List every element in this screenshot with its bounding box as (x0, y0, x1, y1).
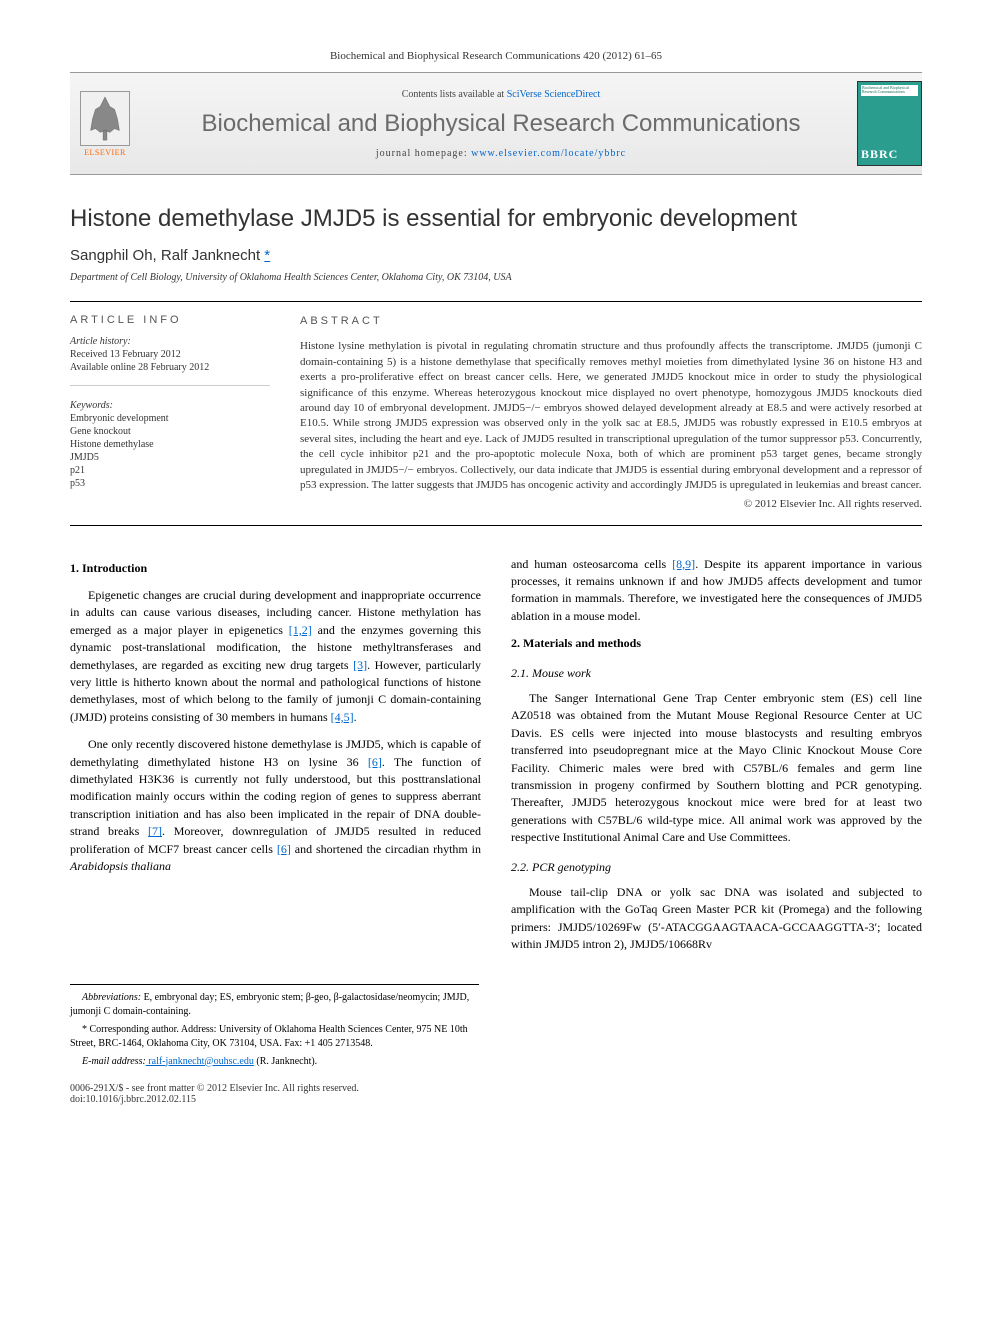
abstract: ABSTRACT Histone lysine methylation is p… (300, 314, 922, 513)
abstract-copyright: © 2012 Elsevier Inc. All rights reserved… (300, 497, 922, 512)
ref-7[interactable]: [7] (148, 824, 162, 838)
email-link[interactable]: ralf-janknecht@ouhsc.edu (146, 1056, 254, 1067)
page-footer: 0006-291X/$ - see front matter © 2012 El… (70, 1083, 922, 1105)
abbrev-footnote: Abbreviations: E, embryonal day; ES, emb… (70, 991, 479, 1019)
keyword-5: p53 (70, 478, 270, 489)
intro-para-1: Epigenetic changes are crucial during de… (70, 587, 481, 726)
elsevier-logo: ELSEVIER (70, 84, 140, 164)
mouse-para: The Sanger International Gene Trap Cente… (511, 690, 922, 847)
species-name: Arabidopsis thaliana (70, 859, 171, 873)
corr-label: * Corresponding author. (82, 1024, 179, 1035)
article-info: ARTICLE INFO Article history: Received 1… (70, 314, 270, 513)
cover-title: Biochemical and Biophysical Research Com… (861, 85, 918, 96)
author-names: Sangphil Oh, Ralf Janknecht (70, 247, 260, 264)
contents-prefix: Contents lists available at (402, 89, 507, 100)
ref-4-5[interactable]: [4,5] (331, 710, 354, 724)
running-header: Biochemical and Biophysical Research Com… (70, 50, 922, 62)
homepage-link[interactable]: www.elsevier.com/locate/ybbrc (471, 148, 626, 159)
ref-6[interactable]: [6] (368, 755, 382, 769)
keyword-4: p21 (70, 465, 270, 476)
history-block: Article history: Received 13 February 20… (70, 336, 270, 386)
keyword-2: Histone demethylase (70, 439, 270, 450)
body-columns: 1. Introduction Epigenetic changes are c… (70, 556, 922, 964)
ref-3[interactable]: [3] (353, 658, 367, 672)
received-line: Received 13 February 2012 (70, 349, 270, 360)
info-abstract-row: ARTICLE INFO Article history: Received 1… (70, 301, 922, 526)
abstract-heading: ABSTRACT (300, 314, 922, 329)
intro-para-3: and human osteosarcoma cells [8,9]. Desp… (511, 556, 922, 626)
keywords-block: Keywords: Embryonic development Gene kno… (70, 400, 270, 489)
corresponding-marker[interactable]: * (264, 247, 270, 264)
homepage-line: journal homepage: www.elsevier.com/locat… (155, 148, 847, 159)
footnotes: Abbreviations: E, embryonal day; ES, emb… (70, 984, 479, 1069)
keyword-1: Gene knockout (70, 426, 270, 437)
sciencedirect-link[interactable]: SciVerse ScienceDirect (507, 89, 601, 100)
pcr-heading: 2.2. PCR genotyping (511, 859, 922, 876)
contents-line: Contents lists available at SciVerse Sci… (155, 89, 847, 100)
keywords-label: Keywords: (70, 400, 270, 411)
footer-left: 0006-291X/$ - see front matter © 2012 El… (70, 1083, 359, 1105)
mouse-heading: 2.1. Mouse work (511, 665, 922, 682)
doi: doi:10.1016/j.bbrc.2012.02.115 (70, 1094, 359, 1105)
article-title: Histone demethylase JMJD5 is essential f… (70, 205, 922, 233)
elsevier-label: ELSEVIER (84, 148, 126, 157)
abbrev-label: Abbreviations: (82, 992, 141, 1003)
info-heading: ARTICLE INFO (70, 314, 270, 326)
intro-para-2: One only recently discovered histone dem… (70, 736, 481, 875)
ref-8-9[interactable]: [8,9] (672, 557, 695, 571)
homepage-prefix: journal homepage: (376, 148, 471, 159)
page-container: Biochemical and Biophysical Research Com… (0, 0, 992, 1145)
journal-name: Biochemical and Biophysical Research Com… (155, 110, 847, 138)
corr-footnote: * Corresponding author. Address: Univers… (70, 1023, 479, 1051)
abstract-text: Histone lysine methylation is pivotal in… (300, 339, 922, 493)
methods-heading: 2. Materials and methods (511, 635, 922, 652)
elsevier-tree-icon (80, 91, 130, 146)
affiliation: Department of Cell Biology, University o… (70, 272, 922, 283)
authors: Sangphil Oh, Ralf Janknecht * (70, 247, 922, 264)
journal-header-bar: ELSEVIER Contents lists available at Sci… (70, 72, 922, 175)
intro-heading: 1. Introduction (70, 560, 481, 577)
history-label: Article history: (70, 336, 270, 347)
front-matter: 0006-291X/$ - see front matter © 2012 El… (70, 1083, 359, 1094)
email-footnote: E-mail address: ralf-janknecht@ouhsc.edu… (70, 1055, 479, 1069)
available-line: Available online 28 February 2012 (70, 362, 270, 373)
journal-cover-thumbnail: Biochemical and Biophysical Research Com… (857, 81, 922, 166)
keyword-0: Embryonic development (70, 413, 270, 424)
pcr-para: Mouse tail-clip DNA or yolk sac DNA was … (511, 884, 922, 954)
header-center: Contents lists available at SciVerse Sci… (155, 89, 847, 159)
left-column: 1. Introduction Epigenetic changes are c… (70, 556, 481, 964)
cover-abbrev: BBRC (861, 147, 898, 162)
ref-6b[interactable]: [6] (277, 842, 291, 856)
keyword-3: JMJD5 (70, 452, 270, 463)
ref-1-2[interactable]: [1,2] (289, 623, 312, 637)
right-column: and human osteosarcoma cells [8,9]. Desp… (511, 556, 922, 964)
email-label: E-mail address: (82, 1056, 146, 1067)
